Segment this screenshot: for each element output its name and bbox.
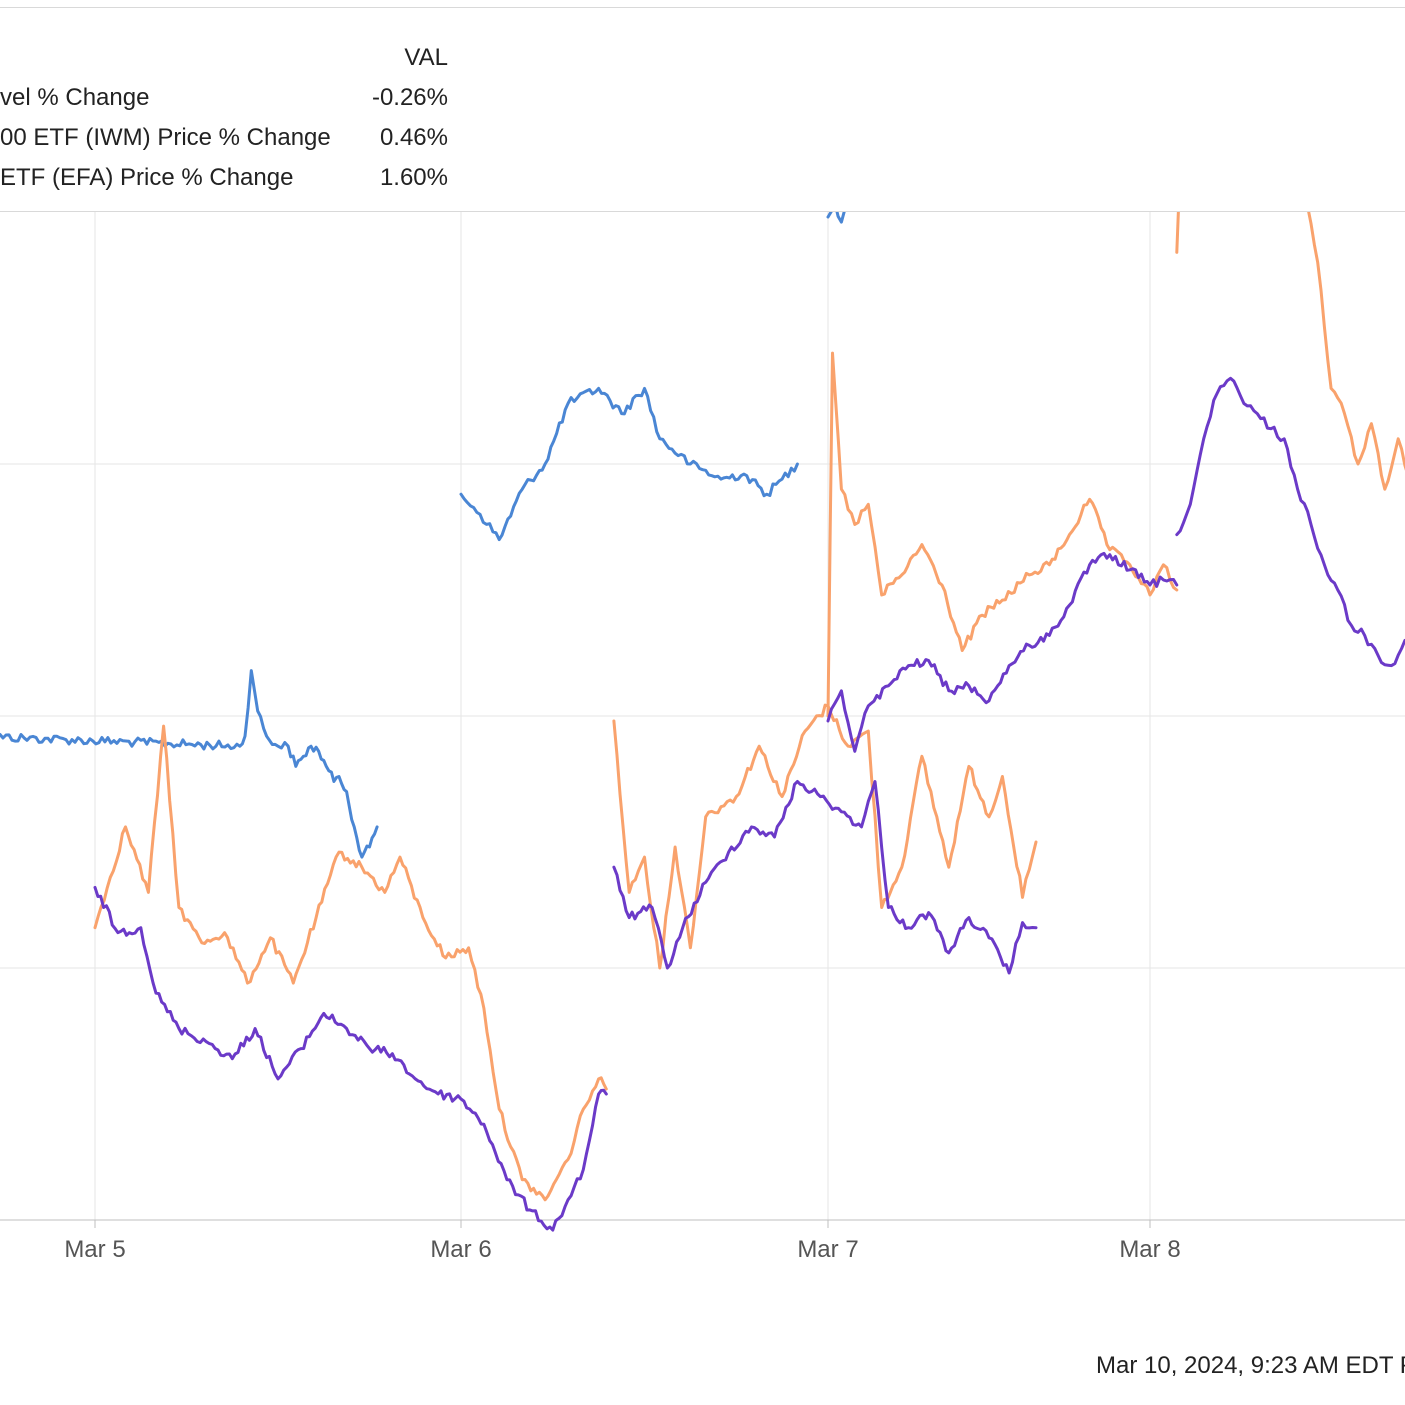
series-line bbox=[1175, 376, 1405, 668]
x-tick-label: Mar 6 bbox=[430, 1236, 491, 1263]
series-line bbox=[1179, 212, 1405, 217]
legend-label: ETF (EFA) Price % Change bbox=[0, 164, 294, 191]
legend-label: 00 ETF (IWM) Price % Change bbox=[0, 124, 331, 151]
series-line bbox=[93, 724, 608, 1202]
series-line bbox=[93, 885, 608, 1232]
series-line bbox=[826, 351, 1179, 718]
legend-label: vel % Change bbox=[0, 84, 150, 111]
series-line bbox=[826, 212, 846, 224]
legend-value: 1.60% bbox=[379, 164, 448, 191]
legend-row: ETF (EFA) Price % Change 1.60% bbox=[0, 164, 460, 200]
legend-value: -0.26% bbox=[371, 84, 448, 111]
footer-timestamp: Mar 10, 2024, 9:23 AM EDT Po bbox=[1096, 1352, 1405, 1379]
series-line bbox=[0, 669, 379, 859]
legend-row: vel % Change -0.26% bbox=[0, 84, 460, 120]
line-chart: Mar 5 Mar 6 Mar 7 Mar 8 bbox=[0, 212, 1405, 1263]
legend-value: 0.46% bbox=[379, 124, 448, 151]
series-line bbox=[612, 780, 1038, 975]
x-tick-label: Mar 7 bbox=[797, 1236, 858, 1263]
top-rule bbox=[0, 7, 1405, 8]
series-line bbox=[1175, 212, 1405, 491]
legend: VAL vel % Change -0.26% 00 ETF (IWM) Pri… bbox=[0, 0, 460, 212]
series-line bbox=[459, 386, 799, 542]
legend-value-header: VAL bbox=[404, 44, 448, 71]
series-line bbox=[826, 551, 1179, 753]
x-tick-label: Mar 5 bbox=[64, 1236, 125, 1263]
x-tick-label: Mar 8 bbox=[1119, 1236, 1180, 1263]
legend-divider bbox=[0, 211, 1405, 212]
legend-row: 00 ETF (IWM) Price % Change 0.46% bbox=[0, 124, 460, 160]
series-line bbox=[612, 703, 1038, 970]
